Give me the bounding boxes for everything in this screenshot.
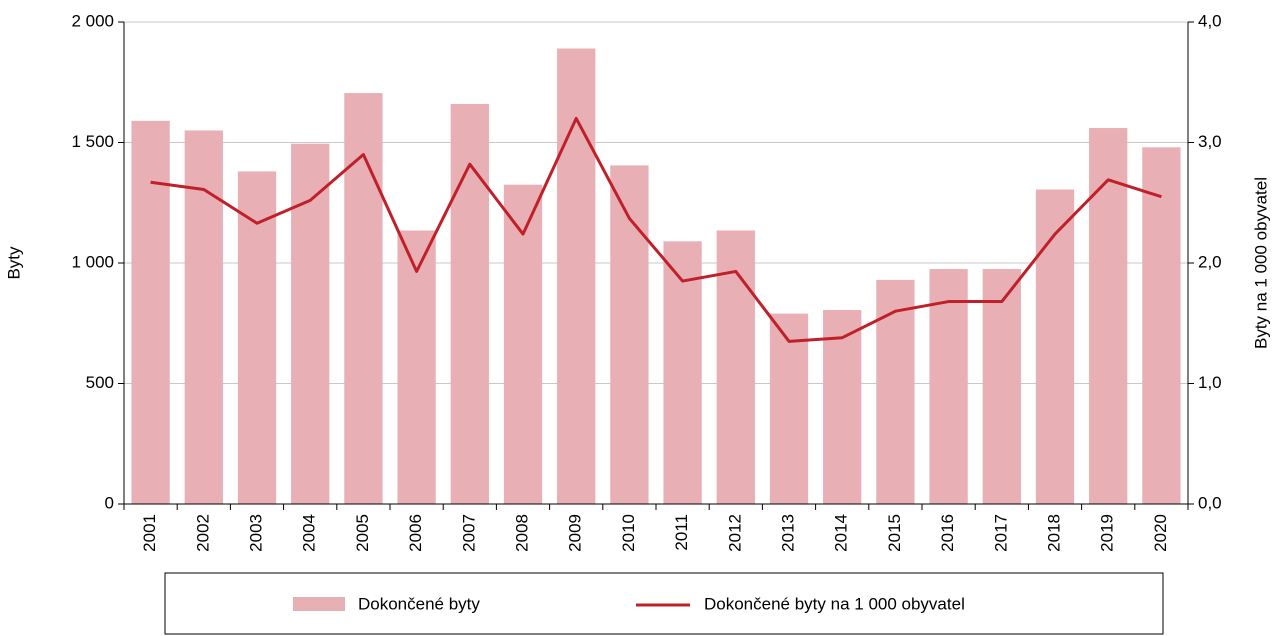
bar <box>344 93 383 504</box>
bar <box>450 103 489 504</box>
bar <box>503 184 543 505</box>
bar <box>663 241 702 504</box>
bar <box>610 165 649 504</box>
y2-tick-label: 4,0 <box>1198 11 1222 30</box>
y-tick-label: 1 000 <box>71 252 114 271</box>
bar <box>929 269 968 504</box>
y-tick-label: 500 <box>86 373 114 392</box>
bar <box>131 120 170 504</box>
x-tick-label: 2016 <box>938 514 957 552</box>
x-tick-label: 2001 <box>140 514 159 552</box>
x-tick-label: 2012 <box>725 514 744 552</box>
x-tick-label: 2017 <box>991 514 1010 552</box>
bar <box>397 230 436 504</box>
x-tick-label: 2002 <box>193 514 212 552</box>
legend-label: Dokončené byty na 1 000 obyvatel <box>704 594 965 613</box>
x-tick-label: 2009 <box>566 514 585 552</box>
x-tick-label: 2003 <box>246 514 265 552</box>
line-series <box>150 116 1162 343</box>
y-tick-label: 2 000 <box>71 11 114 30</box>
bar <box>1142 147 1181 504</box>
bar <box>982 269 1021 504</box>
y-axis-label: Byty <box>4 246 23 280</box>
bar <box>291 143 330 504</box>
y2-tick-label: 3,0 <box>1198 132 1222 151</box>
bar <box>184 130 223 504</box>
y-tick-label: 0 <box>105 493 114 512</box>
x-tick-label: 2014 <box>832 514 851 552</box>
bar <box>1089 128 1128 505</box>
x-tick-label: 2004 <box>300 514 319 552</box>
bar <box>1035 189 1075 504</box>
x-tick-label: 2008 <box>512 514 531 552</box>
x-tick-label: 2018 <box>1044 514 1063 552</box>
bar <box>823 309 862 504</box>
legend-swatch <box>293 597 345 611</box>
y2-tick-label: 0,0 <box>1198 493 1222 512</box>
x-tick-label: 2005 <box>353 514 372 552</box>
x-tick-label: 2010 <box>619 514 638 552</box>
legend-label: Dokončené byty <box>358 594 480 613</box>
y-tick-label: 1 500 <box>71 132 114 151</box>
x-tick-label: 2020 <box>1151 514 1170 552</box>
x-tick-label: 2006 <box>406 514 425 552</box>
bar <box>769 313 809 504</box>
bar <box>716 230 755 504</box>
x-tick-label: 2015 <box>885 514 904 552</box>
y2-tick-label: 1,0 <box>1198 373 1222 392</box>
bar <box>237 171 277 505</box>
legend-box <box>164 572 1164 635</box>
x-tick-label: 2011 <box>672 514 691 551</box>
y2-tick-label: 2,0 <box>1198 252 1222 271</box>
x-tick-label: 2007 <box>459 514 478 552</box>
x-tick-label: 2019 <box>1098 514 1117 552</box>
bar <box>876 279 915 504</box>
bar <box>557 48 596 504</box>
y2-axis-label: Byty na 1 000 obyvatel <box>1251 177 1270 349</box>
x-tick-label: 2013 <box>778 514 797 552</box>
